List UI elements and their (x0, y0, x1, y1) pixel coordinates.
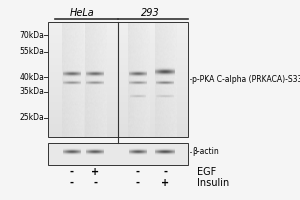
Text: p-PKA C-alpha (PRKACA)-S339: p-PKA C-alpha (PRKACA)-S339 (192, 74, 300, 84)
Text: -: - (93, 178, 97, 188)
Text: -: - (70, 178, 74, 188)
Text: 25kDa: 25kDa (19, 114, 44, 122)
Text: -: - (70, 167, 74, 177)
Bar (48, 22, 188, 137)
Text: -: - (163, 167, 167, 177)
Text: HeLa: HeLa (70, 8, 94, 18)
Text: β-actin: β-actin (192, 148, 219, 156)
Text: -: - (136, 167, 140, 177)
Text: +: + (91, 167, 99, 177)
Text: 293: 293 (141, 8, 159, 18)
Bar (48, 143, 188, 165)
Text: 40kDa: 40kDa (19, 72, 44, 82)
Text: +: + (161, 178, 169, 188)
Text: EGF: EGF (197, 167, 216, 177)
Text: 35kDa: 35kDa (19, 88, 44, 97)
Text: 70kDa: 70kDa (19, 30, 44, 40)
Text: Insulin: Insulin (197, 178, 229, 188)
Text: 55kDa: 55kDa (19, 47, 44, 56)
Text: -: - (136, 178, 140, 188)
